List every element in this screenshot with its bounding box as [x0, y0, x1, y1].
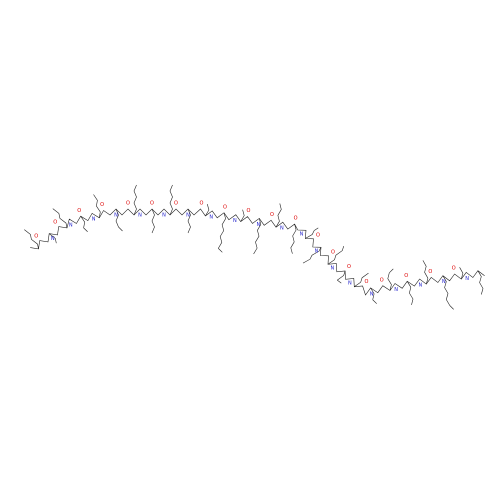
atom-label: O: [331, 249, 335, 255]
side-chain: [422, 260, 429, 285]
side-chain: [370, 287, 375, 300]
side-chain: [93, 194, 101, 218]
branch-bond: [83, 227, 88, 232]
atom-label: O: [53, 219, 57, 225]
atom-label: O: [174, 201, 178, 207]
side-chain: [459, 267, 464, 280]
atom-label: N: [331, 266, 335, 272]
branch-bond: [337, 279, 342, 284]
atom-label: O: [404, 273, 408, 279]
side-chain: [354, 272, 369, 288]
side-chain: [187, 208, 191, 234]
atom-label: O: [199, 201, 203, 207]
atom-label: O: [452, 266, 456, 272]
atom-label: N: [370, 291, 374, 297]
atom-label: O: [150, 201, 154, 207]
atom-label: N: [394, 287, 398, 293]
branch-bond: [449, 305, 454, 310]
side-chain: [24, 229, 39, 249]
branch-bond: [372, 299, 377, 304]
atom-label: N: [233, 218, 237, 224]
atom-label: O: [347, 264, 351, 270]
branch-bond: [218, 248, 223, 253]
atom-label: N: [114, 213, 118, 219]
atom-label: N: [348, 281, 352, 287]
side-chain: [302, 247, 322, 264]
side-chain: [151, 208, 155, 234]
side-chain: [253, 218, 262, 255]
atom-label: N: [419, 282, 423, 288]
side-chain: [406, 281, 414, 305]
side-chain: [240, 209, 245, 222]
side-chain: [49, 233, 57, 244]
atom-label: N: [162, 213, 166, 219]
side-chain: [387, 272, 392, 291]
atom-label: O: [428, 269, 432, 275]
side-chain: [52, 208, 68, 228]
side-chain: [169, 184, 173, 216]
atom-label: N: [300, 232, 304, 238]
side-chain: [442, 275, 450, 306]
atom-label: N: [465, 276, 469, 282]
atom-label: O: [34, 233, 38, 239]
atom-label: O: [294, 216, 298, 222]
side-chain: [80, 216, 86, 228]
atom-label: O: [126, 201, 130, 207]
side-chain: [275, 203, 282, 228]
atom-label: N: [92, 217, 96, 223]
atom-label: N: [209, 214, 213, 220]
atom-label: O: [380, 277, 384, 283]
atom-label: O: [316, 232, 320, 238]
side-chain: [327, 246, 344, 265]
side-chain: [305, 230, 315, 239]
atom-label: N: [186, 213, 190, 219]
branch-bond: [118, 226, 123, 232]
atom-label: O: [77, 208, 81, 214]
atom-label: N: [51, 236, 55, 242]
atom-label: N: [256, 222, 260, 228]
atom-label: N: [315, 249, 319, 255]
side-chain: [115, 208, 119, 228]
atom-label: N: [442, 279, 446, 285]
atom-label: O: [223, 204, 227, 210]
side-chain: [205, 204, 210, 217]
side-chain: [133, 184, 137, 216]
branch-bond: [314, 227, 319, 231]
atom-label: N: [69, 222, 73, 228]
branch-bond: [389, 268, 394, 274]
atom-label: N: [138, 213, 142, 219]
atom-label: O: [365, 279, 369, 285]
side-chain: [290, 224, 297, 254]
bonds: [24, 184, 485, 310]
atom-label: O: [100, 202, 104, 208]
atom-label: O: [247, 208, 251, 214]
side-chain: [218, 212, 226, 249]
side-chain: [477, 270, 484, 295]
atom-label: O: [270, 212, 274, 218]
backbone: [30, 208, 485, 296]
side-chain: [337, 270, 346, 281]
atom-label: N: [280, 226, 284, 232]
